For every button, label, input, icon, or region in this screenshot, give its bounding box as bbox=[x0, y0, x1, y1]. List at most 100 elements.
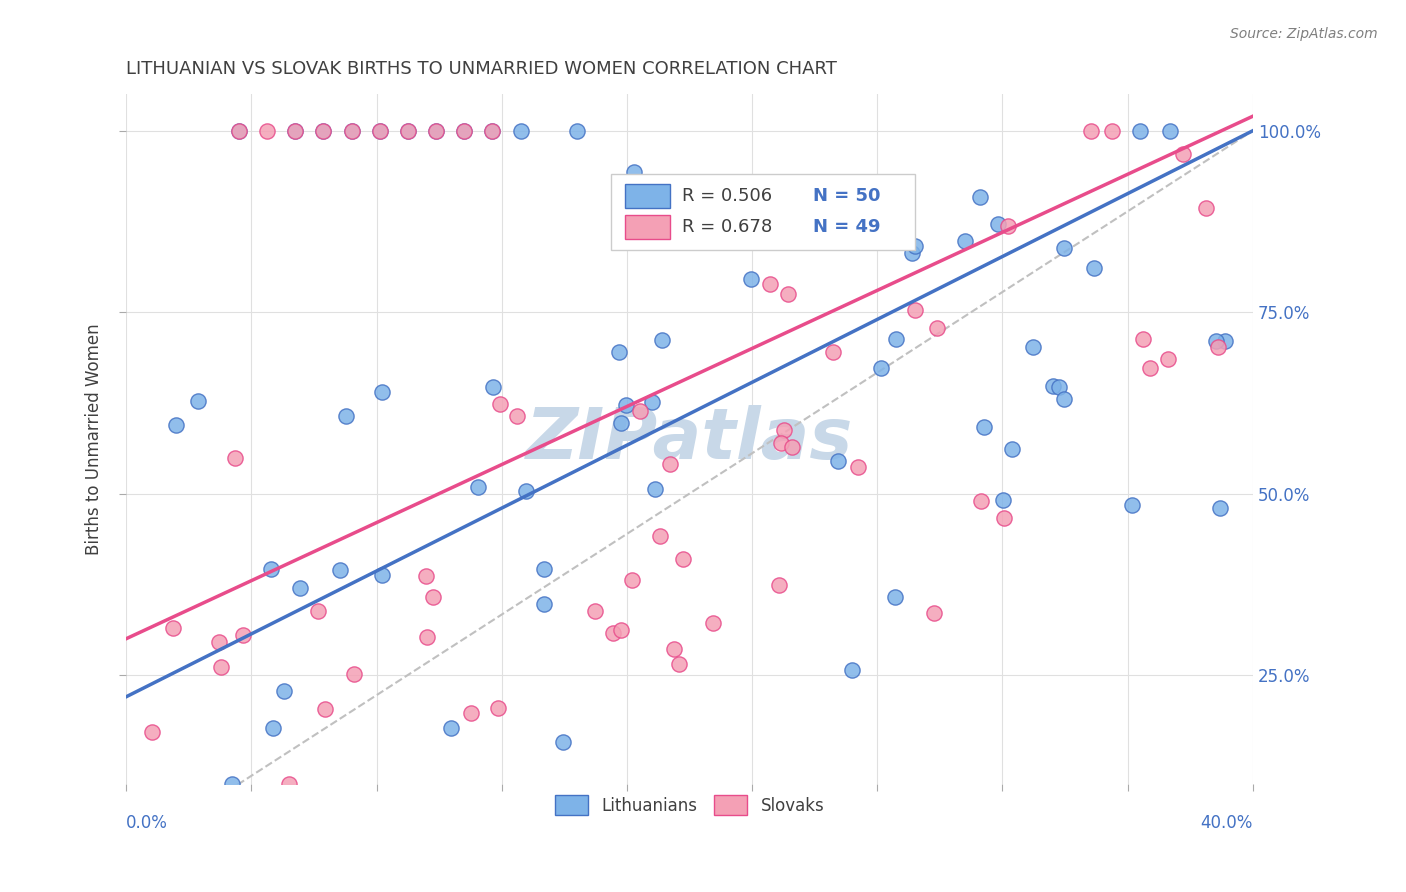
Point bbox=[668, 657, 690, 671]
Point bbox=[641, 395, 664, 409]
Point bbox=[284, 124, 307, 138]
Point bbox=[1159, 124, 1181, 138]
Point bbox=[453, 124, 475, 138]
Point bbox=[658, 457, 681, 471]
Point bbox=[997, 219, 1019, 233]
Point bbox=[973, 419, 995, 434]
Point bbox=[422, 591, 444, 605]
Point bbox=[425, 124, 447, 138]
Point bbox=[256, 124, 278, 138]
Point bbox=[621, 573, 644, 587]
Point bbox=[1209, 501, 1232, 516]
Point bbox=[759, 277, 782, 291]
Point bbox=[1206, 340, 1229, 354]
Point bbox=[768, 578, 790, 592]
Point bbox=[533, 597, 555, 611]
Point bbox=[340, 124, 363, 138]
Point bbox=[228, 124, 250, 138]
Point bbox=[609, 623, 631, 637]
Point bbox=[922, 607, 945, 621]
Point bbox=[371, 568, 394, 582]
Point bbox=[187, 394, 209, 409]
Text: LITHUANIAN VS SLOVAK BIRTHS TO UNMARRIED WOMEN CORRELATION CHART: LITHUANIAN VS SLOVAK BIRTHS TO UNMARRIED… bbox=[127, 60, 837, 78]
Text: R = 0.506: R = 0.506 bbox=[682, 187, 772, 205]
Point bbox=[368, 124, 391, 138]
Point bbox=[821, 345, 844, 359]
Text: R = 0.678: R = 0.678 bbox=[682, 218, 772, 235]
Point bbox=[162, 621, 184, 635]
Point bbox=[628, 404, 651, 418]
Point bbox=[312, 124, 335, 138]
Point bbox=[987, 217, 1010, 231]
Point bbox=[841, 663, 863, 677]
Point bbox=[1129, 124, 1152, 138]
Point bbox=[903, 302, 925, 317]
Point bbox=[551, 735, 574, 749]
Point bbox=[583, 604, 606, 618]
Point bbox=[482, 380, 505, 394]
Text: 0.0%: 0.0% bbox=[127, 814, 169, 832]
Point bbox=[312, 124, 335, 138]
Point bbox=[955, 234, 977, 248]
Point bbox=[486, 701, 509, 715]
Text: 40.0%: 40.0% bbox=[1201, 814, 1253, 832]
Point bbox=[208, 635, 231, 649]
Point bbox=[702, 615, 724, 630]
Point bbox=[1139, 360, 1161, 375]
Point bbox=[672, 552, 695, 566]
Point bbox=[368, 124, 391, 138]
Point bbox=[993, 510, 1015, 524]
Point bbox=[1157, 352, 1180, 367]
FancyBboxPatch shape bbox=[626, 184, 671, 208]
Text: Source: ZipAtlas.com: Source: ZipAtlas.com bbox=[1230, 27, 1378, 41]
Point bbox=[884, 590, 907, 604]
Point bbox=[460, 706, 482, 720]
Point bbox=[602, 626, 624, 640]
Text: ZIPatlas: ZIPatlas bbox=[526, 405, 853, 474]
Point bbox=[488, 397, 510, 411]
Point bbox=[288, 581, 311, 595]
Point bbox=[278, 777, 301, 791]
Point bbox=[565, 124, 588, 138]
Point bbox=[904, 239, 927, 253]
Point bbox=[1121, 499, 1143, 513]
Point bbox=[827, 454, 849, 468]
Point bbox=[609, 416, 631, 430]
Point bbox=[415, 569, 437, 583]
Point bbox=[416, 630, 439, 644]
Point bbox=[1132, 332, 1154, 346]
Point bbox=[644, 483, 666, 497]
Point bbox=[1101, 124, 1123, 138]
Point bbox=[533, 562, 555, 576]
Point bbox=[969, 190, 991, 204]
Point bbox=[307, 604, 329, 618]
Point bbox=[314, 702, 336, 716]
Point bbox=[481, 124, 503, 138]
Point bbox=[228, 124, 250, 138]
Point bbox=[273, 684, 295, 698]
Point bbox=[651, 333, 673, 347]
Point bbox=[623, 164, 645, 178]
Point bbox=[1215, 334, 1237, 348]
Point bbox=[453, 124, 475, 138]
Point bbox=[664, 642, 686, 657]
Point bbox=[467, 480, 489, 494]
Point bbox=[1022, 340, 1045, 354]
Point bbox=[607, 344, 630, 359]
Point bbox=[396, 124, 419, 138]
Point bbox=[769, 435, 792, 450]
Point bbox=[970, 494, 993, 508]
Point bbox=[340, 124, 363, 138]
Point bbox=[925, 321, 948, 335]
Point bbox=[1083, 260, 1105, 275]
Point bbox=[335, 409, 357, 424]
Point bbox=[740, 272, 762, 286]
Point bbox=[1047, 380, 1070, 394]
Text: N = 49: N = 49 bbox=[814, 218, 882, 235]
Point bbox=[262, 722, 284, 736]
Point bbox=[901, 246, 924, 260]
Point bbox=[1053, 392, 1076, 406]
Point bbox=[1001, 442, 1024, 457]
Point bbox=[224, 450, 246, 465]
Point bbox=[991, 493, 1014, 508]
